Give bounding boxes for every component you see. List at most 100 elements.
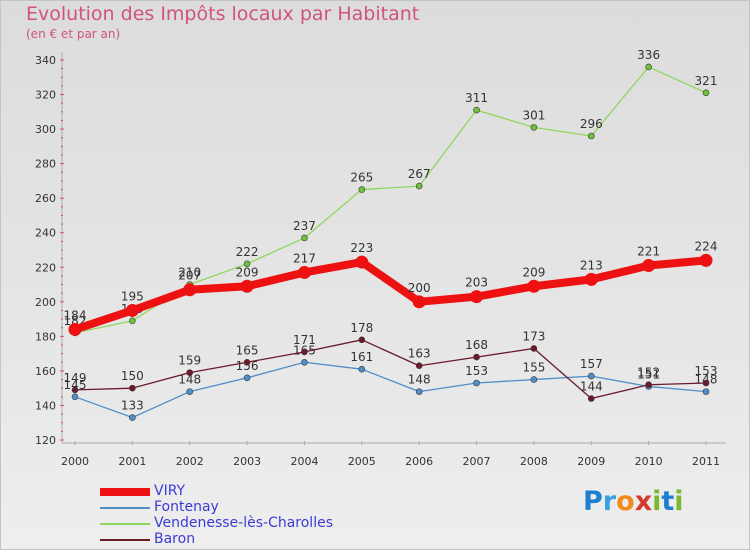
data-label-baron: 150 [121, 369, 144, 383]
data-label-viry: 213 [580, 258, 603, 272]
legend-swatch [100, 507, 150, 509]
data-point-viry [297, 265, 311, 279]
data-point-fontenay [473, 379, 480, 387]
data-label-vendenesse-l-s-charolles: 210 [178, 266, 201, 280]
y-tick-label: 320 [35, 89, 56, 102]
legend-label: Fontenay [154, 499, 219, 515]
data-label-baron: 144 [580, 380, 603, 394]
data-point-viry [183, 283, 197, 297]
data-label-fontenay: 145 [64, 378, 87, 392]
y-tick-label: 200 [35, 296, 56, 309]
legend-swatch [100, 488, 150, 496]
y-tick-label: 340 [35, 54, 56, 67]
data-point-baron [301, 348, 308, 356]
data-point-vendenesse-l-s-charolles [415, 182, 423, 190]
x-tick-label: 2002 [176, 455, 204, 468]
chart-subtitle: (en € et par an) [26, 27, 121, 41]
data-label-vendenesse-l-s-charolles: 321 [695, 74, 718, 88]
series-line-viry [71, 256, 710, 334]
data-point-baron [645, 381, 652, 389]
data-point-viry [240, 279, 254, 293]
data-label-vendenesse-l-s-charolles: 267 [408, 167, 431, 181]
data-label-vendenesse-l-s-charolles: 336 [637, 48, 660, 62]
data-label-vendenesse-l-s-charolles: 301 [522, 108, 545, 122]
data-label-viry: 223 [350, 241, 373, 255]
series-line-fontenay [74, 361, 707, 419]
y-tick-label: 160 [35, 365, 56, 378]
data-point-fontenay [186, 388, 194, 395]
data-point-vendenesse-l-s-charolles [530, 124, 538, 131]
data-point-fontenay [587, 372, 595, 380]
logo-letter: i [652, 486, 662, 517]
x-tick-label: 2007 [463, 455, 491, 468]
legend-item: Fontenay [100, 499, 380, 516]
data-label-fontenay: 151 [637, 367, 660, 381]
data-label-baron: 178 [350, 321, 373, 335]
data-point-baron [71, 386, 79, 394]
legend-item: Vendenesse-lès-Charolles [100, 515, 380, 532]
logo-letter: t [661, 486, 675, 517]
data-point-fontenay [71, 393, 79, 401]
data-point-baron [186, 369, 194, 376]
data-point-baron [587, 395, 595, 402]
data-label-fontenay: 148 [178, 373, 201, 387]
y-tick-label: 260 [35, 192, 56, 205]
x-tick-label: 2005 [348, 455, 376, 468]
data-label-fontenay: 161 [350, 350, 373, 364]
data-label-viry: 209 [522, 265, 545, 279]
legend-item: VIRY [100, 483, 380, 500]
x-tick-label: 2010 [635, 455, 663, 468]
y-tick-label: 220 [35, 261, 56, 274]
data-label-viry: 221 [637, 245, 660, 259]
logo-letter: r [602, 486, 617, 517]
data-label-viry: 184 [64, 308, 87, 322]
y-tick-label: 300 [35, 123, 56, 136]
data-point-viry [412, 295, 426, 309]
series-line-baron [74, 339, 707, 400]
logo-letter: x [634, 486, 653, 517]
data-point-baron [415, 362, 423, 370]
x-tick-label: 2006 [405, 455, 433, 468]
data-point-baron [473, 353, 480, 361]
data-label-baron: 165 [236, 343, 259, 357]
x-tick-label: 2003 [233, 455, 261, 468]
data-label-vendenesse-l-s-charolles: 237 [293, 219, 316, 233]
data-point-baron [243, 358, 251, 366]
data-point-baron [530, 345, 538, 352]
data-point-vendenesse-l-s-charolles [645, 63, 652, 71]
data-point-fontenay [702, 388, 710, 395]
data-point-fontenay [129, 414, 136, 421]
proxiti-logo: Proxiti [583, 486, 684, 517]
y-tick-label: 240 [35, 227, 56, 240]
data-label-fontenay: 148 [408, 373, 431, 387]
data-point-baron [702, 379, 710, 387]
data-point-vendenesse-l-s-charolles [129, 317, 136, 325]
data-point-fontenay [358, 365, 366, 373]
data-point-vendenesse-l-s-charolles [243, 260, 251, 268]
data-label-viry: 207 [178, 269, 201, 283]
legend-item: Baron [100, 531, 380, 548]
x-tick-label: 2004 [290, 455, 318, 468]
data-point-viry [527, 279, 541, 293]
data-point-viry [470, 290, 484, 304]
logo-letter: P [583, 486, 603, 517]
data-point-baron [358, 336, 366, 344]
data-point-fontenay [530, 376, 538, 383]
data-point-vendenesse-l-s-charolles [301, 234, 308, 242]
legend-swatch [100, 523, 150, 525]
data-label-viry: 224 [695, 239, 718, 253]
x-tick-label: 2009 [577, 455, 605, 468]
data-label-baron: 149 [64, 371, 87, 385]
data-point-viry [355, 255, 369, 269]
data-point-viry [584, 272, 598, 286]
data-point-vendenesse-l-s-charolles [473, 106, 480, 114]
legend-label: VIRY [154, 483, 186, 499]
y-tick-label: 280 [35, 158, 56, 171]
y-tick-label: 180 [35, 330, 56, 343]
data-label-vendenesse-l-s-charolles: 265 [350, 171, 373, 185]
legend-label: Vendenesse-lès-Charolles [154, 515, 333, 531]
data-label-viry: 195 [121, 289, 144, 303]
data-label-baron: 173 [522, 329, 545, 343]
data-label-fontenay: 153 [465, 364, 488, 378]
data-label-baron: 159 [178, 354, 201, 368]
